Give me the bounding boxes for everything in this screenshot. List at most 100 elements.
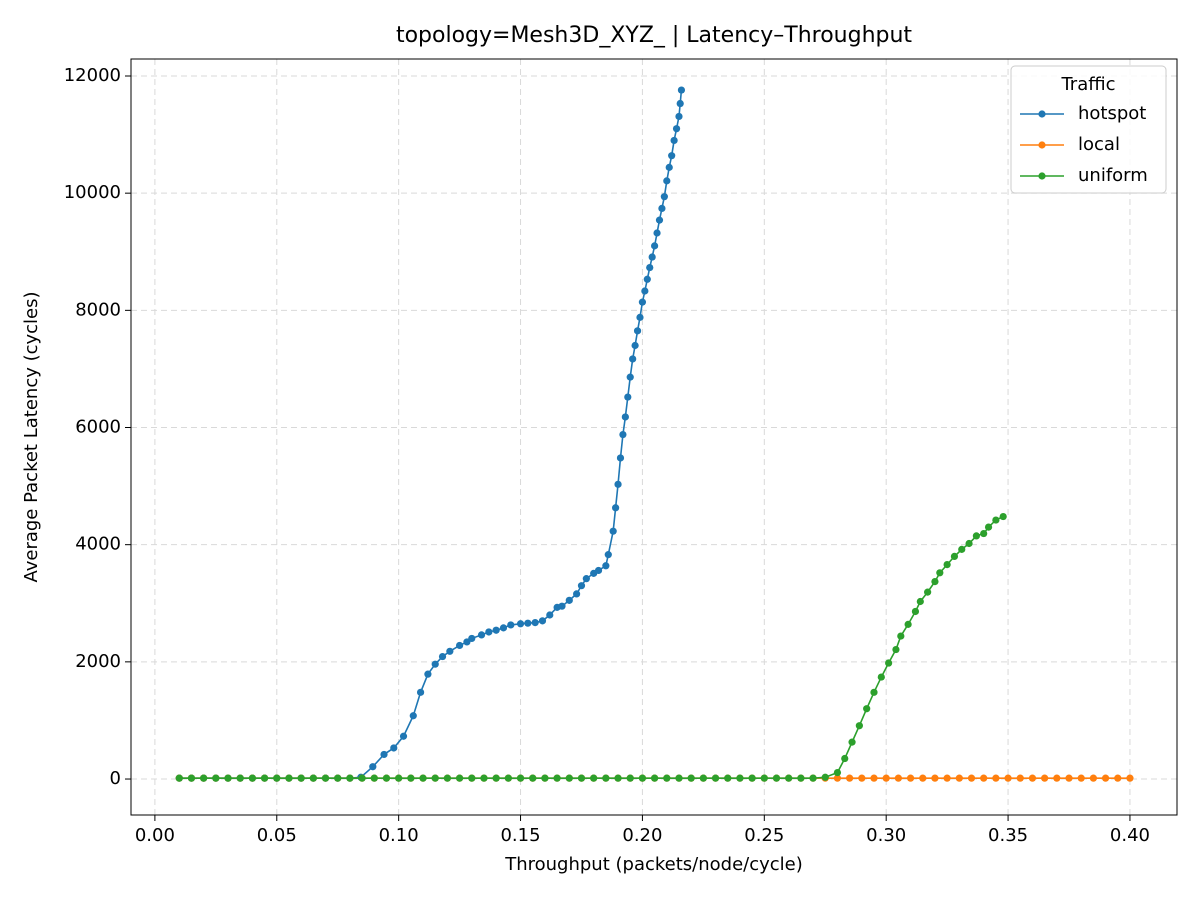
data-point xyxy=(931,577,939,586)
data-point xyxy=(651,242,659,250)
x-tick-label: 0.05 xyxy=(257,825,297,846)
data-point xyxy=(785,774,793,782)
data-point xyxy=(524,619,532,627)
data-point xyxy=(1065,774,1073,782)
data-point xyxy=(553,774,561,782)
data-point xyxy=(538,617,547,625)
data-point xyxy=(390,744,398,752)
data-point xyxy=(468,634,476,643)
data-point xyxy=(424,670,432,678)
data-point xyxy=(382,774,391,782)
data-point xyxy=(621,413,629,421)
data-point xyxy=(565,774,573,782)
y-tick-label: 6000 xyxy=(75,417,121,438)
data-point xyxy=(897,632,905,640)
x-tick-label: 0.10 xyxy=(379,825,419,846)
data-point xyxy=(504,774,512,782)
data-point xyxy=(858,774,866,782)
legend-marker xyxy=(1038,141,1046,149)
legend-title: Traffic xyxy=(1060,74,1115,95)
legend-box xyxy=(1010,65,1167,194)
data-point xyxy=(248,774,256,782)
data-point xyxy=(724,774,732,782)
data-point xyxy=(658,204,666,212)
data-point xyxy=(468,774,476,782)
data-point xyxy=(273,774,281,782)
data-point xyxy=(863,705,871,713)
data-point xyxy=(919,774,927,782)
data-point xyxy=(602,774,610,782)
data-point xyxy=(877,673,885,681)
data-point xyxy=(616,454,625,462)
data-point xyxy=(212,774,220,782)
data-point xyxy=(431,660,439,668)
data-point xyxy=(334,774,342,782)
data-point xyxy=(516,620,525,628)
legend-label: uniform xyxy=(1078,165,1148,186)
plot-frame xyxy=(130,58,1178,816)
legend-marker xyxy=(1038,172,1046,180)
data-point xyxy=(677,86,686,94)
data-point xyxy=(660,193,668,201)
data-point xyxy=(676,99,684,108)
data-point xyxy=(626,774,634,782)
chart-title: topology=Mesh3D_XYZ_ | Latency–Throughpu… xyxy=(396,23,912,48)
data-point xyxy=(663,774,671,782)
data-point xyxy=(370,774,378,782)
data-point xyxy=(582,575,590,583)
data-point xyxy=(1016,774,1024,782)
y-tick-label: 0 xyxy=(110,768,121,789)
data-point xyxy=(655,216,664,224)
data-point xyxy=(648,253,656,261)
data-point xyxy=(558,602,566,610)
x-tick-label: 0.30 xyxy=(866,825,906,846)
data-point xyxy=(855,722,863,730)
data-point xyxy=(833,768,842,777)
data-point xyxy=(187,774,196,782)
data-point xyxy=(911,607,920,616)
data-point xyxy=(409,712,417,720)
data-point xyxy=(602,562,610,570)
data-point xyxy=(1101,774,1110,782)
data-point xyxy=(321,774,330,782)
data-point xyxy=(260,774,269,782)
data-point xyxy=(492,774,500,782)
y-tick-label: 8000 xyxy=(75,299,121,320)
data-point xyxy=(380,750,388,759)
data-point xyxy=(821,773,829,781)
data-point xyxy=(492,626,500,634)
data-point xyxy=(1077,774,1085,782)
data-point xyxy=(573,590,581,598)
data-point xyxy=(797,774,805,782)
data-point xyxy=(943,774,951,782)
data-point xyxy=(565,596,573,604)
data-point xyxy=(870,688,878,696)
data-point xyxy=(894,774,902,782)
x-tick-label: 0.20 xyxy=(622,825,662,846)
data-point xyxy=(638,298,647,306)
data-point xyxy=(904,620,912,628)
data-point xyxy=(594,566,603,575)
data-point xyxy=(455,641,464,650)
data-point xyxy=(577,582,586,590)
data-point xyxy=(841,754,849,763)
data-point xyxy=(531,619,539,627)
data-point xyxy=(236,774,244,782)
data-point xyxy=(609,527,617,535)
data-point xyxy=(604,551,612,559)
data-point xyxy=(892,645,900,654)
legend-marker xyxy=(1038,110,1046,118)
data-point xyxy=(285,774,293,782)
data-point xyxy=(1053,774,1061,782)
data-point xyxy=(670,136,678,145)
data-point xyxy=(651,774,659,782)
data-point xyxy=(395,774,403,782)
data-point xyxy=(885,659,893,667)
data-point xyxy=(477,631,486,639)
data-point xyxy=(984,523,993,531)
y-tick-label: 2000 xyxy=(75,651,121,672)
y-axis-label: Average Packet Latency (cycles) xyxy=(21,291,42,582)
data-point xyxy=(614,480,622,488)
